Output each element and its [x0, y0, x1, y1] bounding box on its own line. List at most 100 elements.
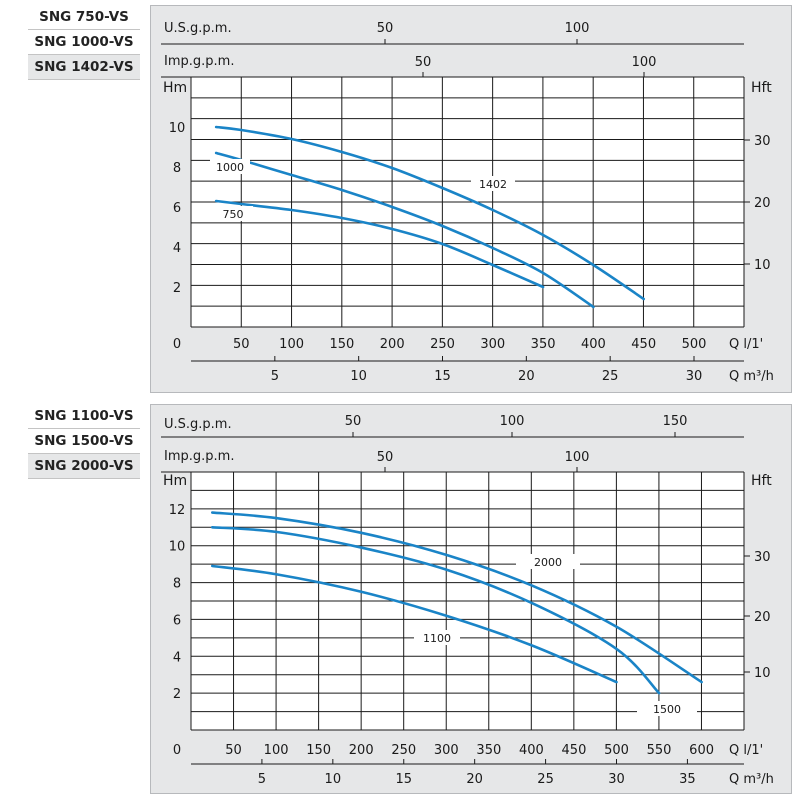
m3h-tick-label: 20: [518, 369, 535, 384]
x-lpm-tick-label: 350: [531, 337, 556, 352]
x-lpm-tick-label: 200: [380, 337, 405, 352]
y-left-tick-label: 10: [169, 540, 186, 555]
y-left-tick-label: 8: [173, 161, 181, 176]
curve-label-box: [516, 554, 580, 569]
us-gpm-tick-label: 50: [377, 21, 394, 36]
x-lpm-tick-label: 550: [647, 743, 672, 758]
curve-label: 1000: [216, 161, 244, 174]
curve-label-box: [471, 176, 515, 191]
imp-gpm-tick-label: 50: [377, 450, 394, 465]
x-lpm-tick-label: 300: [480, 337, 505, 352]
curve-label: 750: [223, 208, 244, 221]
x-lpm-tick-label: 250: [430, 337, 455, 352]
y-right-label: Hft: [751, 80, 772, 96]
x-lpm-tick-label: 100: [279, 337, 304, 352]
curve-label: 1402: [479, 178, 507, 191]
x-lpm-tick-label: 450: [631, 337, 656, 352]
us-gpm-label: U.S.g.p.m.: [164, 417, 232, 432]
y-right-tick-label: 20: [754, 610, 771, 625]
us-gpm-tick-label: 50: [345, 414, 362, 429]
pump-curve-1100: [210, 564, 618, 684]
curve-label: 1500: [653, 703, 681, 716]
chart1-model-labels: SNG 750-VS SNG 1000-VS SNG 1402-VS: [28, 5, 140, 80]
x-lpm-tick-label: 350: [476, 743, 501, 758]
y-left-label: Hm: [163, 473, 187, 489]
y-right-tick-label: 10: [754, 666, 771, 681]
pump-curve-1500: [210, 525, 661, 695]
y-left-tick-label: 8: [173, 577, 181, 592]
x-lpm-tick-label: 250: [391, 743, 416, 758]
m3h-tick-label: 30: [686, 369, 703, 384]
m3h-tick-label: 5: [271, 369, 279, 384]
imp-gpm-tick-label: 100: [632, 55, 657, 70]
m3h-tick-label: 25: [602, 369, 619, 384]
imp-gpm-label: Imp.g.p.m.: [164, 54, 234, 69]
pump-curve-1402: [214, 125, 645, 301]
y-left-label: Hm: [163, 80, 187, 96]
m3h-unit: Q m³/h: [729, 369, 774, 384]
x-lpm-tick-label: 400: [519, 743, 544, 758]
imp-gpm-tick-label: 50: [415, 55, 432, 70]
y-left-tick-label: 2: [173, 687, 181, 702]
x-zero-label: 0: [173, 337, 181, 352]
m3h-tick-label: 20: [466, 772, 483, 787]
y-left-tick-label: 4: [173, 650, 181, 665]
y-left-tick-label: 6: [173, 201, 181, 216]
curve-label-box: [414, 630, 460, 645]
us-gpm-label: U.S.g.p.m.: [164, 21, 232, 36]
x-lpm-tick-label: 50: [225, 743, 242, 758]
m3h-tick-label: 15: [434, 369, 451, 384]
x-lpm-tick-label: 500: [604, 743, 629, 758]
model-label: SNG 1402-VS: [28, 55, 140, 80]
x-lpm-tick-label: 150: [329, 337, 354, 352]
x-lpm-tick-label: 300: [434, 743, 459, 758]
chart-panel-2: 50 100 150 50 100 U.S.g.p.m. Imp.g.p.m. Hm 2 4 6 8 1…: [150, 404, 792, 794]
x-lpm-unit: Q l/1': [729, 337, 763, 352]
chart2-model-labels: SNG 1100-VS SNG 1500-VS SNG 2000-VS: [28, 404, 140, 479]
m3h-unit: Q m³/h: [729, 772, 774, 787]
m3h-tick-label: 25: [537, 772, 554, 787]
m3h-tick-label: 10: [350, 369, 367, 384]
y-right-tick-label: 30: [754, 134, 771, 149]
m3h-tick-label: 10: [325, 772, 342, 787]
y-left-tick-label: 6: [173, 613, 181, 628]
m3h-tick-label: 15: [395, 772, 412, 787]
y-left-tick-label: 2: [173, 281, 181, 296]
chart-panel-1: 50 100 50 100 U.S.g.p.m. Imp.g.p.m. Hm 2 4 6 8 10 Hf…: [150, 5, 792, 393]
model-label: SNG 1000-VS: [28, 30, 140, 55]
y-left-tick-label: 12: [169, 503, 186, 518]
x-zero-label: 0: [173, 743, 181, 758]
model-label: SNG 1100-VS: [28, 404, 140, 429]
y-right-label: Hft: [751, 473, 772, 489]
imp-gpm-tick-label: 100: [565, 450, 590, 465]
pump-curve-1000: [214, 151, 595, 309]
m3h-tick-label: 35: [679, 772, 696, 787]
x-lpm-tick-label: 600: [689, 743, 714, 758]
us-gpm-tick-label: 100: [500, 414, 525, 429]
curve-label-box: [210, 159, 250, 174]
pump-curve-750: [214, 199, 545, 289]
x-lpm-tick-label: 500: [682, 337, 707, 352]
x-lpm-unit: Q l/1': [729, 743, 763, 758]
curve-label-box: [637, 701, 697, 716]
m3h-tick-label: 30: [608, 772, 625, 787]
model-label: SNG 1500-VS: [28, 429, 140, 454]
pump-curve-2000: [210, 511, 703, 684]
curve-label-box: [213, 206, 253, 221]
curve-label: 1100: [423, 632, 451, 645]
curve-label: 2000: [534, 556, 562, 569]
imp-gpm-label: Imp.g.p.m.: [164, 449, 234, 464]
y-left-tick-label: 10: [169, 121, 186, 136]
x-lpm-tick-label: 450: [562, 743, 587, 758]
us-gpm-tick-label: 150: [663, 414, 688, 429]
m3h-tick-label: 5: [258, 772, 266, 787]
y-right-tick-label: 10: [754, 258, 771, 273]
model-label: SNG 750-VS: [28, 5, 140, 30]
x-lpm-tick-label: 100: [264, 743, 289, 758]
x-lpm-tick-label: 50: [233, 337, 250, 352]
y-right-tick-label: 20: [754, 196, 771, 211]
us-gpm-tick-label: 100: [565, 21, 590, 36]
x-lpm-tick-label: 150: [306, 743, 331, 758]
